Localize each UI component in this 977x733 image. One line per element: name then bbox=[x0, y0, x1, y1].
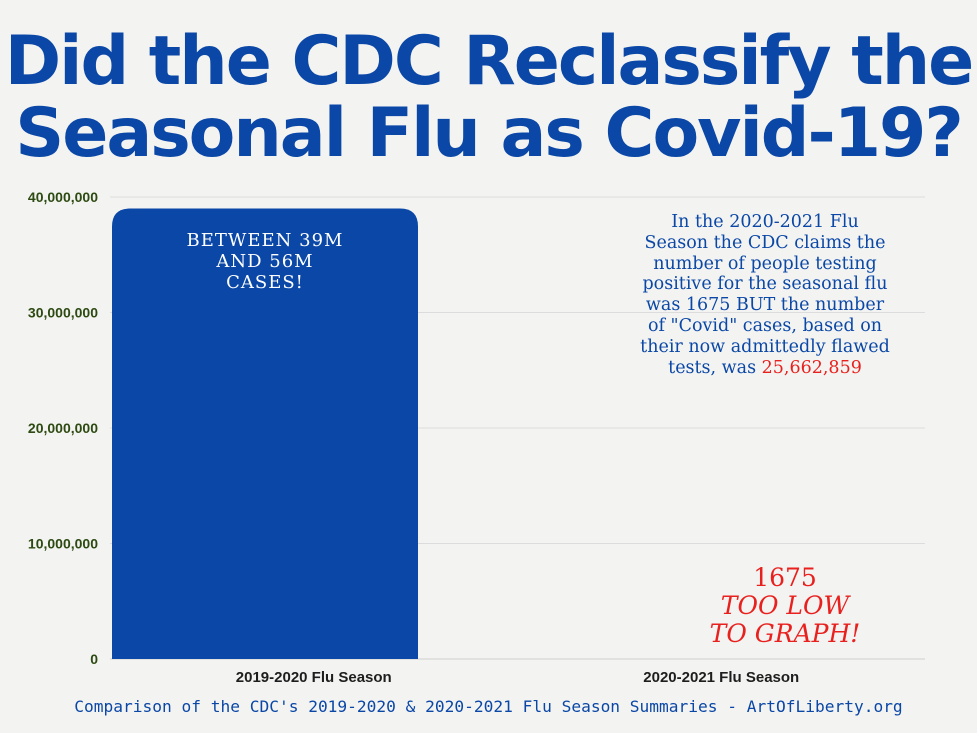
bar-1 bbox=[112, 208, 418, 660]
x-category-label: 2019-2020 Flu Season bbox=[236, 669, 392, 686]
note-highlight-value: 25,662,859 bbox=[761, 357, 862, 378]
page-title: Did the CDC Reclassify the Seasonal Flu … bbox=[0, 26, 977, 170]
y-tick-label: 40,000,000 bbox=[28, 189, 98, 205]
bar-annotation-line-2: AND 56M bbox=[216, 251, 314, 272]
low-line-1: TOO LOW bbox=[720, 591, 850, 620]
title-line-1: Did the CDC Reclassify the bbox=[4, 22, 975, 101]
low-line-2: TO GRAPH! bbox=[709, 619, 861, 648]
y-tick-label: 30,000,000 bbox=[28, 305, 98, 321]
too-low-annotation: 1675 TOO LOW TO GRAPH! bbox=[660, 564, 910, 648]
y-axis-ticks: 0 10,000,000 20,000,000 30,000,000 40,000,00… bbox=[28, 189, 98, 667]
y-tick-label: 0 bbox=[90, 651, 98, 667]
bar-annotation-line-3: CASES! bbox=[226, 272, 304, 293]
bar-annotation: BETWEEN 39M AND 56M CASES! bbox=[112, 230, 418, 293]
footer-caption: Comparison of the CDC's 2019-2020 & 2020… bbox=[74, 697, 903, 716]
y-tick-label: 10,000,000 bbox=[28, 536, 98, 552]
bar-annotation-line-1: BETWEEN 39M bbox=[186, 230, 344, 251]
y-tick-label: 20,000,000 bbox=[28, 420, 98, 436]
category-labels: 2019-2020 Flu Season 2020-2021 Flu Season bbox=[236, 669, 799, 686]
x-category-label: 2020-2021 Flu Season bbox=[643, 669, 799, 686]
bars bbox=[112, 208, 875, 660]
note-text: In the 2020-2021 Flu Season the CDC clai… bbox=[640, 212, 890, 378]
title-line-2: Seasonal Flu as Covid-19? bbox=[15, 94, 964, 173]
low-value: 1675 bbox=[753, 563, 817, 592]
annotation-note: In the 2020-2021 Flu Season the CDC clai… bbox=[640, 212, 890, 378]
